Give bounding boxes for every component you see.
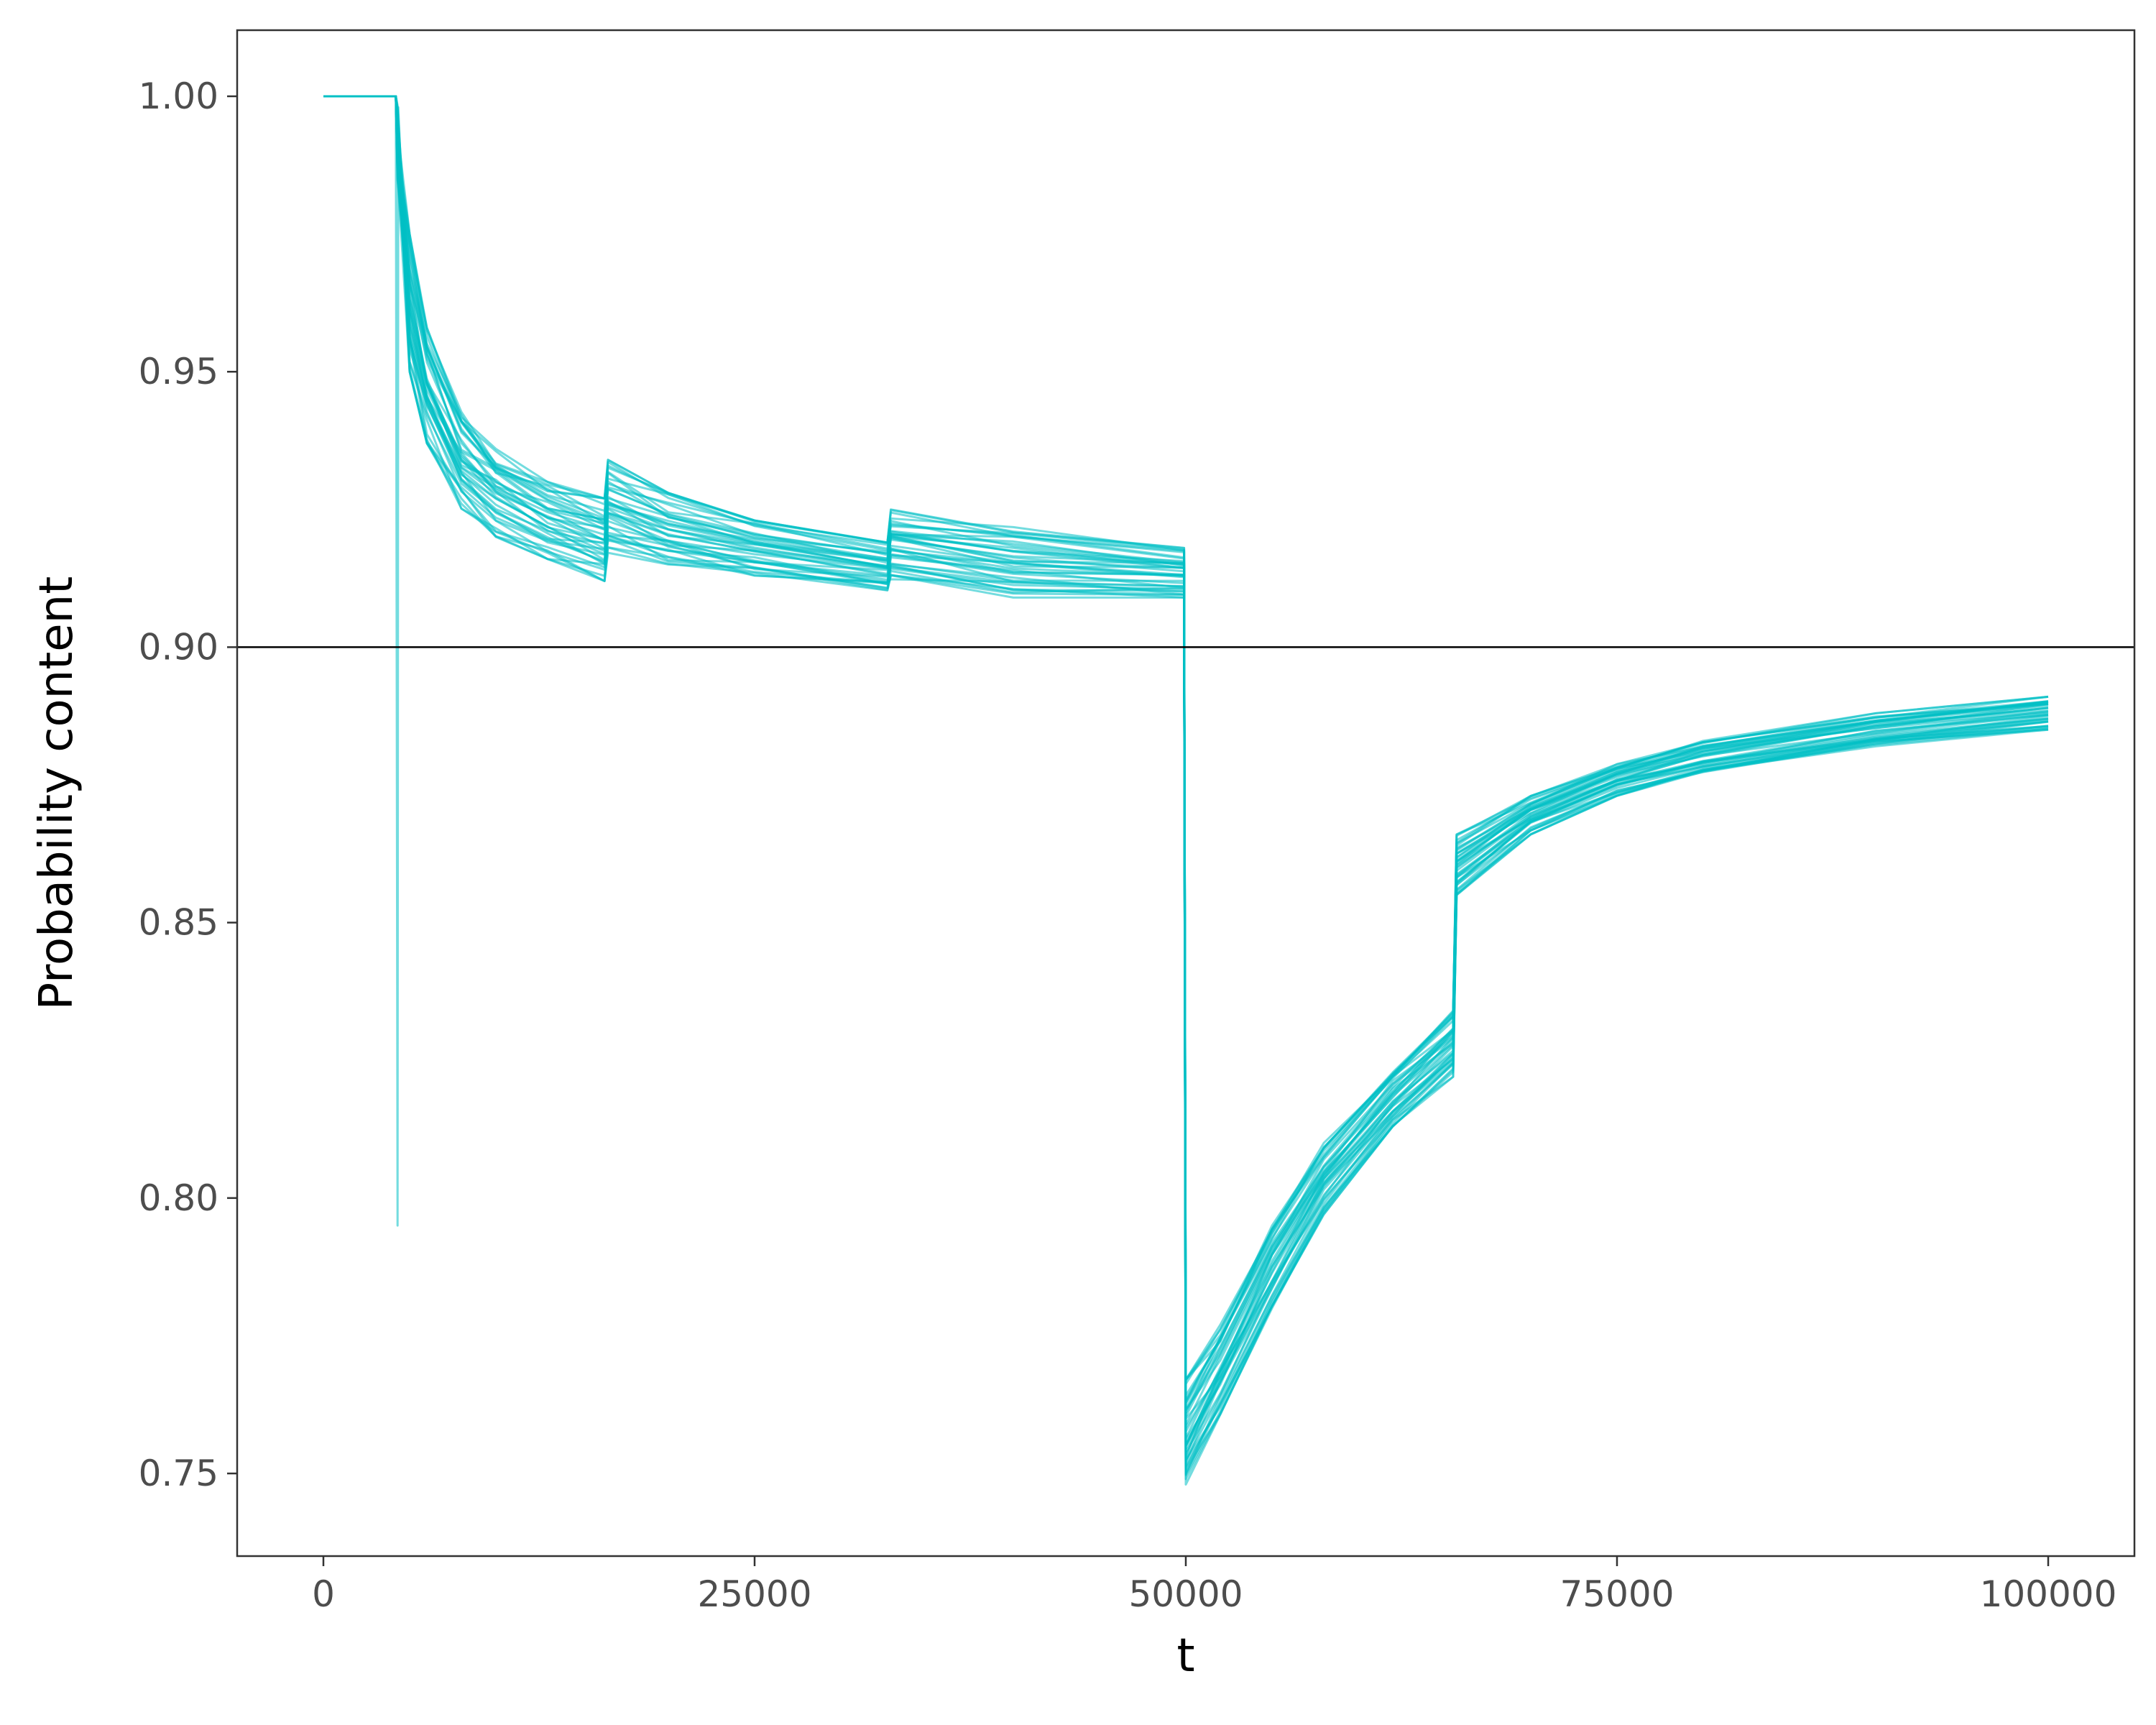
- x-tick-label: 25000: [697, 1573, 811, 1615]
- y-axis-title: Probability content: [30, 576, 83, 1011]
- x-tick-label: 0: [312, 1573, 335, 1615]
- y-tick-label: 0.95: [139, 351, 218, 392]
- series-layer: [323, 95, 2049, 1486]
- x-tick-label: 50000: [1128, 1573, 1243, 1615]
- x-axis-title: t: [1176, 1629, 1194, 1683]
- y-tick-label: 0.85: [139, 902, 218, 944]
- series-line: [323, 95, 2049, 1381]
- x-axis: 0 25000 50000 75000 100000: [312, 1556, 2116, 1615]
- x-tick-label: 100000: [1980, 1573, 2117, 1615]
- y-tick-label: 0.80: [139, 1177, 218, 1219]
- y-tick-label: 0.90: [139, 626, 218, 668]
- series-line: [323, 95, 2049, 1469]
- x-tick-label: 75000: [1560, 1573, 1674, 1615]
- series-line: [323, 95, 2049, 1381]
- y-axis: 0.75 0.80 0.85 0.90 0.95 1.00: [139, 75, 237, 1494]
- y-tick-label: 1.00: [139, 75, 218, 117]
- series-line: [323, 95, 2049, 1385]
- y-tick-label: 0.75: [139, 1453, 218, 1494]
- series-line: [323, 95, 2049, 1476]
- series-line: [323, 95, 2049, 1402]
